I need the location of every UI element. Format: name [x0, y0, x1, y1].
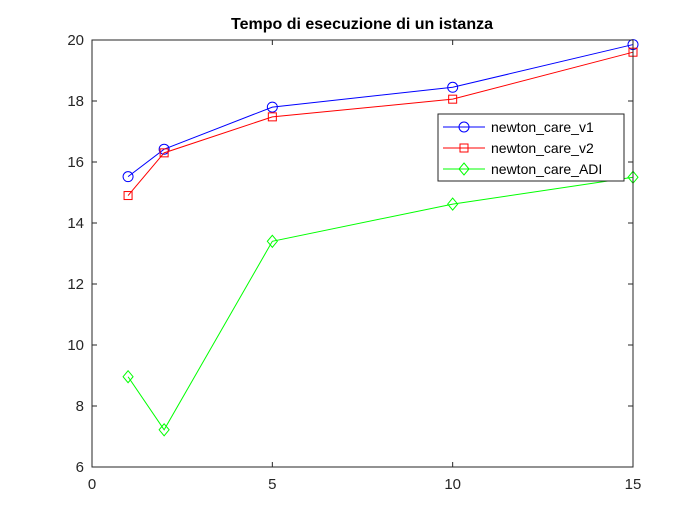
legend-label: newton_care_v2 — [491, 140, 594, 156]
data-point-diamond — [158, 423, 170, 437]
y-tick-label: 20 — [67, 32, 84, 49]
data-point-square — [448, 94, 458, 104]
legend-label: newton_care_v1 — [491, 119, 594, 135]
y-tick-label: 6 — [76, 459, 84, 476]
data-point-square — [267, 112, 277, 122]
legend-item[interactable]: newton_care_v2 — [443, 140, 594, 156]
legend-item[interactable]: newton_care_ADI — [443, 161, 602, 177]
data-point-diamond — [122, 369, 134, 384]
legend-label: newton_care_ADI — [491, 161, 602, 177]
series-line-newton_care_ADI — [127, 176, 634, 431]
y-tick-label: 16 — [67, 154, 84, 171]
series-line-newton_care_v2 — [127, 51, 634, 196]
plot-area — [92, 40, 633, 467]
legend-marker — [459, 143, 469, 153]
x-tick-label: 0 — [88, 476, 96, 493]
data-point-circle — [266, 101, 278, 113]
ticks-layer: 0 5 10 15 6 8 10 12 14 16 18 20 — [67, 32, 641, 493]
y-tick-label: 18 — [67, 93, 84, 110]
data-point-diamond — [266, 234, 278, 249]
y-tick-label: 10 — [67, 337, 84, 354]
legend[interactable]: newton_care_v1 newton_care_v2 newton_care_… — [437, 113, 625, 182]
series-newton_care_v1 — [122, 39, 639, 183]
y-tick-label: 8 — [76, 398, 84, 415]
series-line-newton_care_v1 — [127, 44, 634, 178]
axes-box — [91, 39, 634, 468]
y-tick-label: 12 — [67, 276, 84, 293]
x-tick-label: 10 — [444, 476, 461, 493]
series-newton_care_ADI — [122, 170, 639, 437]
legend-marker — [458, 121, 470, 133]
x-tick-label: 15 — [625, 476, 642, 493]
y-tick-label: 14 — [67, 215, 84, 232]
series-layer — [122, 39, 639, 437]
legend-marker — [458, 162, 470, 176]
data-point-square — [123, 191, 133, 201]
legend-item[interactable]: newton_care_v1 — [443, 119, 594, 135]
data-point-square — [159, 148, 169, 158]
x-tick-label: 5 — [268, 476, 276, 493]
data-point-diamond — [447, 197, 459, 211]
data-point-circle — [447, 81, 459, 93]
chart-title: Tempo di esecuzione di un istanza — [231, 16, 493, 33]
series-newton_care_v2 — [123, 47, 638, 201]
data-point-circle — [158, 143, 170, 155]
data-point-circle — [122, 171, 134, 183]
